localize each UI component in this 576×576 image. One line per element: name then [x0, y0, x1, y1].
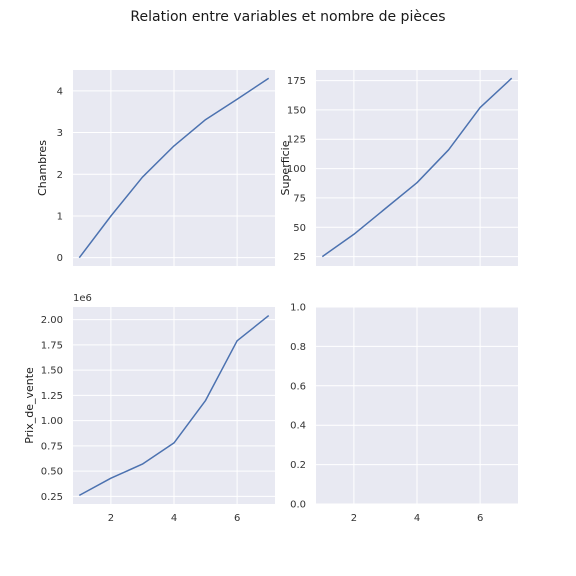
y-tick-label: 2.00 [41, 315, 63, 326]
y-tick-label: 0.6 [290, 381, 306, 392]
y-tick-label: 1.50 [41, 366, 63, 377]
y-axis-label: Chambres [36, 140, 49, 196]
subplot-superficie: 25 50 75 100 125 150 175 Superficie [279, 70, 518, 266]
y-tick-label: 4 [57, 86, 63, 97]
y-tick-label: 75 [293, 193, 306, 204]
subplot-prix-de-vente: 2 4 6 0.25 0.50 0.75 1.00 1.25 1.50 1.75 2.00 Prix_… [23, 293, 275, 524]
y-tick-label: 0.75 [41, 441, 63, 452]
y-axis-label: Prix_de_vente [23, 367, 36, 444]
y-tick-label: 1.75 [41, 340, 63, 351]
y-tick-label: 175 [287, 76, 306, 87]
y-tick-label: 25 [293, 252, 306, 263]
y-tick-label: 0.25 [41, 492, 63, 503]
x-tick-label: 4 [414, 513, 420, 524]
y-axis-label: Superficie [279, 140, 292, 195]
y-tick-label: 1 [57, 211, 63, 222]
y-tick-label: 0.4 [290, 421, 306, 432]
y-tick-label: 3 [57, 128, 63, 139]
y-tick-label: 100 [287, 164, 306, 175]
y-tick-label: 1.25 [41, 391, 63, 402]
y-tick-label: 150 [287, 105, 306, 116]
y-offset-label: 1e6 [73, 293, 92, 304]
y-tick-label: 0.2 [290, 460, 306, 471]
x-tick-label: 2 [108, 513, 114, 524]
series-line [78, 77, 270, 259]
figure-title: Relation entre variables et nombre de pi… [130, 9, 446, 25]
y-tick-label: 0.8 [290, 342, 306, 353]
y-tick-label: 0.0 [290, 500, 306, 511]
x-tick-label: 6 [234, 513, 240, 524]
subplot-chambres: 0 1 2 3 4 Chambres [36, 70, 275, 266]
x-tick-label: 6 [477, 513, 483, 524]
y-tick-label: 0 [57, 253, 63, 264]
series-line [78, 315, 270, 497]
y-tick-label: 50 [293, 223, 306, 234]
y-tick-label: 1.00 [41, 416, 63, 427]
y-tick-label: 2 [57, 170, 63, 181]
series-line [321, 77, 513, 258]
y-tick-label: 125 [287, 135, 306, 146]
subplot-empty: 2 4 6 0.0 0.2 0.4 0.6 0.8 1.0 [290, 303, 518, 524]
y-tick-label: 1.0 [290, 303, 306, 314]
y-tick-label: 0.50 [41, 467, 63, 478]
x-tick-label: 4 [171, 513, 177, 524]
x-tick-label: 2 [351, 513, 357, 524]
